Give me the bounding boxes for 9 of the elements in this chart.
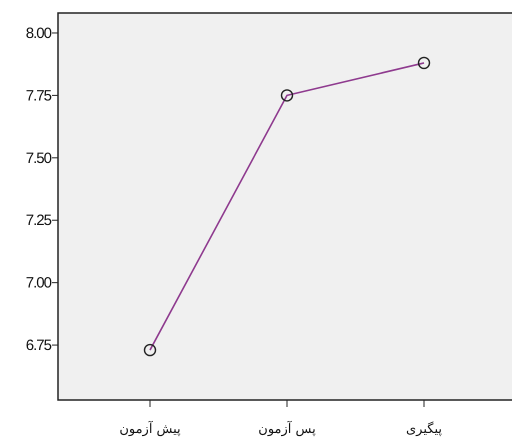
- x-tick-label: پس آزمون: [258, 420, 316, 437]
- y-tick-label: 7.50: [26, 150, 52, 167]
- y-tick-label: 7.75: [26, 87, 52, 104]
- x-tick-label: پیگیری: [406, 421, 442, 437]
- y-tick-label: 7.25: [26, 212, 52, 230]
- y-tick-label: 6.75: [26, 337, 52, 354]
- x-tick-label: پیش آزمون: [119, 420, 182, 437]
- y-tick-label: 7.00: [26, 274, 52, 292]
- y-tick-label: 8.00: [26, 24, 52, 42]
